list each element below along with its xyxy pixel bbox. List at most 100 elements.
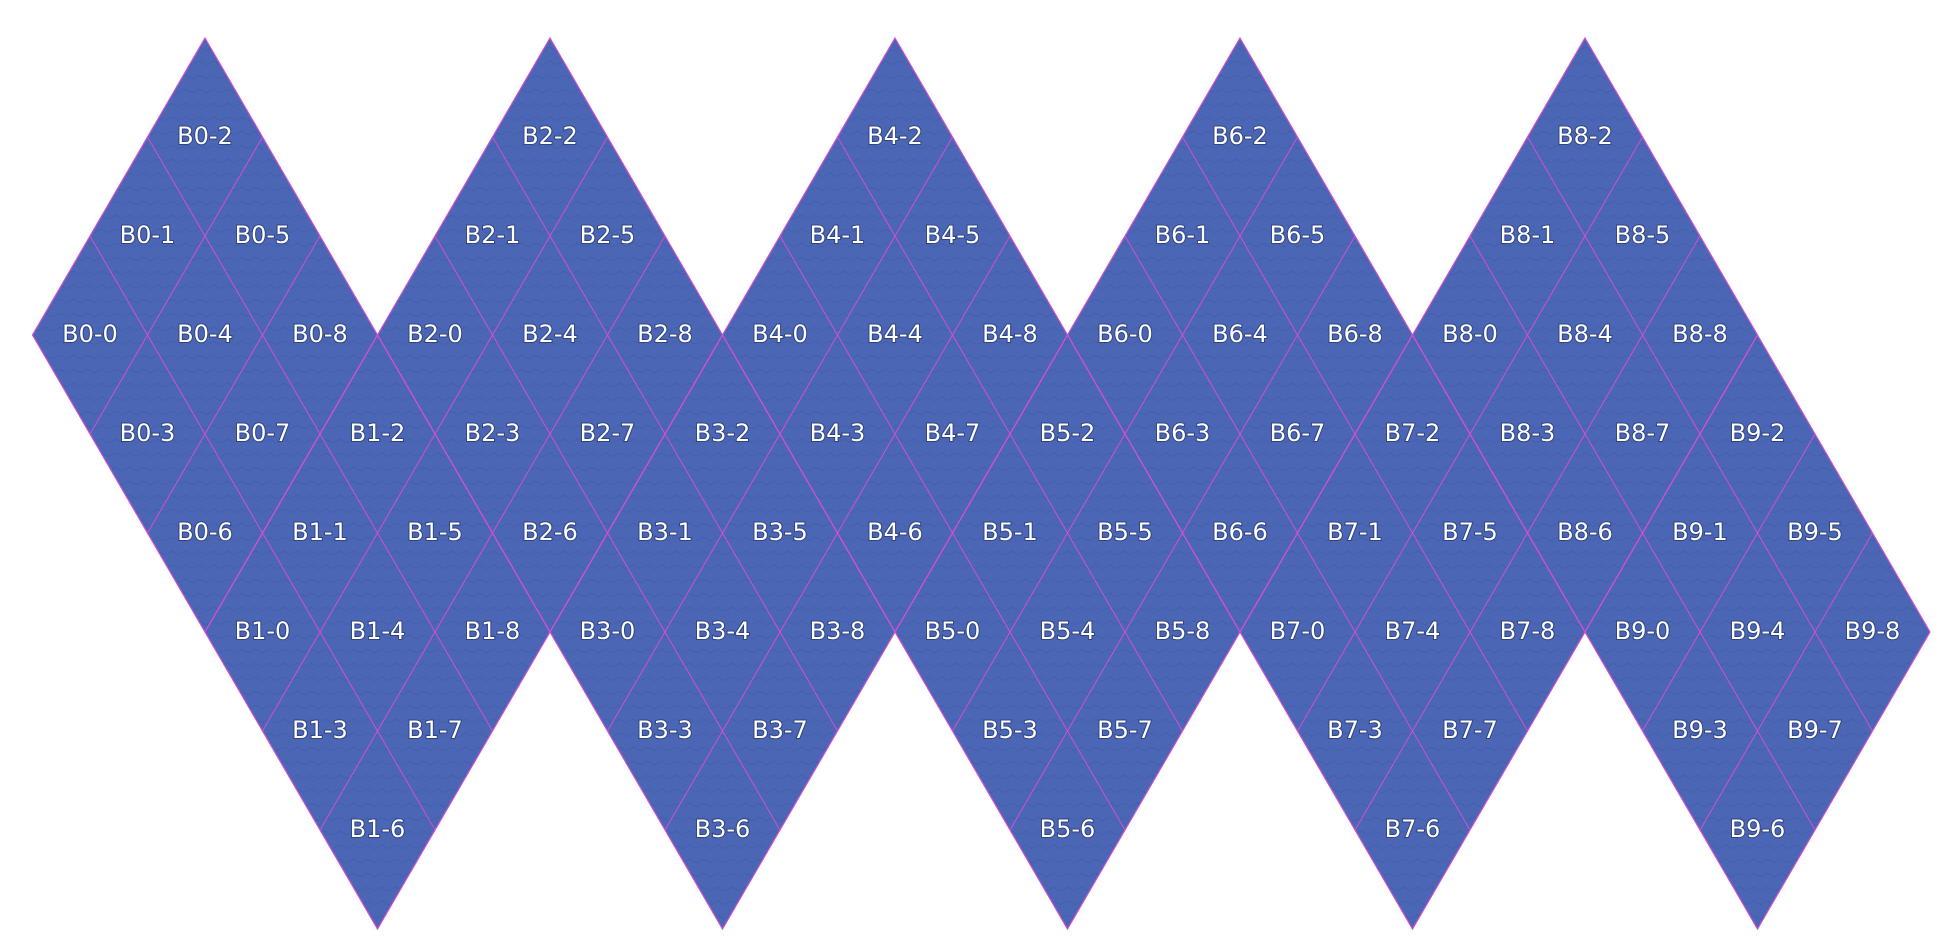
cell-label: B6-1 — [1155, 221, 1211, 249]
cell-label: B7-2 — [1385, 419, 1441, 447]
cell-label: B5-3 — [982, 716, 1038, 744]
cell-label: B9-6 — [1730, 815, 1786, 843]
cell-label: B8-2 — [1557, 122, 1613, 150]
grid-line — [1182, 235, 1356, 534]
cell-label: B4-1 — [810, 221, 866, 249]
grid-line — [1699, 532, 1873, 831]
cell-label: B6-8 — [1327, 320, 1383, 348]
grid-line — [492, 235, 666, 534]
cell-label: B6-2 — [1212, 122, 1268, 150]
cell-label: B2-1 — [465, 221, 521, 249]
cell-label: B7-7 — [1442, 716, 1498, 744]
cell-label: B3-8 — [810, 617, 866, 645]
grid-line — [1527, 235, 1701, 534]
cell-label: B2-3 — [465, 419, 521, 447]
cell-label: B5-2 — [1040, 419, 1096, 447]
cell-label: B9-7 — [1787, 716, 1843, 744]
cell-label: B0-4 — [177, 320, 233, 348]
cell-label: B8-8 — [1672, 320, 1728, 348]
cell-label: B0-0 — [62, 320, 118, 348]
grid-line — [1354, 532, 1528, 831]
cell-label: B3-2 — [695, 419, 751, 447]
cell-label: B7-5 — [1442, 518, 1498, 546]
cell-label: B1-4 — [350, 617, 406, 645]
grid-line — [1009, 433, 1183, 732]
cell-label: B0-2 — [177, 122, 233, 150]
grid-line — [319, 433, 493, 732]
cell-label: B2-7 — [580, 419, 636, 447]
grid-line — [319, 532, 493, 831]
grid-line — [1699, 433, 1873, 732]
cell-label: B4-3 — [810, 419, 866, 447]
cell-label: B3-5 — [752, 518, 808, 546]
grid-line — [837, 235, 1011, 534]
cell-label: B0-3 — [120, 419, 176, 447]
cell-label: B9-5 — [1787, 518, 1843, 546]
cell-label: B8-7 — [1615, 419, 1671, 447]
grid-line — [607, 433, 781, 732]
cell-label: B7-8 — [1500, 617, 1556, 645]
cell-label: B4-4 — [867, 320, 923, 348]
cell-label: B9-4 — [1730, 617, 1786, 645]
cell-label: B1-0 — [235, 617, 291, 645]
cell-label: B3-3 — [637, 716, 693, 744]
cell-label: B8-3 — [1500, 419, 1556, 447]
grid-line — [262, 532, 436, 831]
cell-label: B6-6 — [1212, 518, 1268, 546]
cell-label: B0-7 — [235, 419, 291, 447]
cell-label: B2-8 — [637, 320, 693, 348]
cell-label: B4-0 — [752, 320, 808, 348]
cell-label: B0-6 — [177, 518, 233, 546]
cell-label: B7-0 — [1270, 617, 1326, 645]
cell-label: B1-8 — [465, 617, 521, 645]
grid-line — [434, 235, 608, 534]
grid-line — [1124, 235, 1298, 534]
cell-label: B5-6 — [1040, 815, 1096, 843]
grid-line — [1469, 136, 1643, 435]
cell-label: B9-2 — [1730, 419, 1786, 447]
grid-lines — [31, 36, 1931, 931]
cell-label: B5-7 — [1097, 716, 1153, 744]
cell-label: B8-0 — [1442, 320, 1498, 348]
cell-label: B7-1 — [1327, 518, 1383, 546]
grid-line — [664, 532, 838, 831]
cell-label: B8-1 — [1500, 221, 1556, 249]
cell-label: B4-6 — [867, 518, 923, 546]
grid-line — [89, 235, 263, 534]
cell-label: B0-8 — [292, 320, 348, 348]
cell-label: B4-5 — [925, 221, 981, 249]
cell-label: B2-6 — [522, 518, 578, 546]
cell-label: B6-4 — [1212, 320, 1268, 348]
cell-label: B6-0 — [1097, 320, 1153, 348]
cell-label: B7-6 — [1385, 815, 1441, 843]
cell-label: B5-0 — [925, 617, 981, 645]
cell-label: B1-1 — [292, 518, 348, 546]
cell-label: B7-4 — [1385, 617, 1441, 645]
cell-label: B1-3 — [292, 716, 348, 744]
cell-label: B8-5 — [1615, 221, 1671, 249]
cell-label: B9-0 — [1615, 617, 1671, 645]
cell-label: B3-1 — [637, 518, 693, 546]
cell-label: B0-5 — [235, 221, 291, 249]
cell-label: B6-3 — [1155, 419, 1211, 447]
grid-line — [952, 433, 1126, 732]
grid-line — [664, 433, 838, 732]
grid-line — [952, 532, 1126, 831]
cell-label: B2-4 — [522, 320, 578, 348]
grid-line — [147, 136, 321, 435]
grid-line — [1124, 136, 1298, 435]
grid-line — [1469, 235, 1643, 534]
cell-label: B6-7 — [1270, 419, 1326, 447]
cell-label: B3-7 — [752, 716, 808, 744]
grid-line — [1642, 532, 1816, 831]
grid-line — [1354, 433, 1528, 732]
cell-label: B4-2 — [867, 122, 923, 150]
grid-line — [1182, 136, 1356, 435]
cell-label: B3-4 — [695, 617, 751, 645]
grid-line — [492, 136, 666, 435]
cell-label: B5-5 — [1097, 518, 1153, 546]
cell-label: B0-1 — [120, 221, 176, 249]
grid-line — [434, 136, 608, 435]
cell-label: B8-4 — [1557, 320, 1613, 348]
